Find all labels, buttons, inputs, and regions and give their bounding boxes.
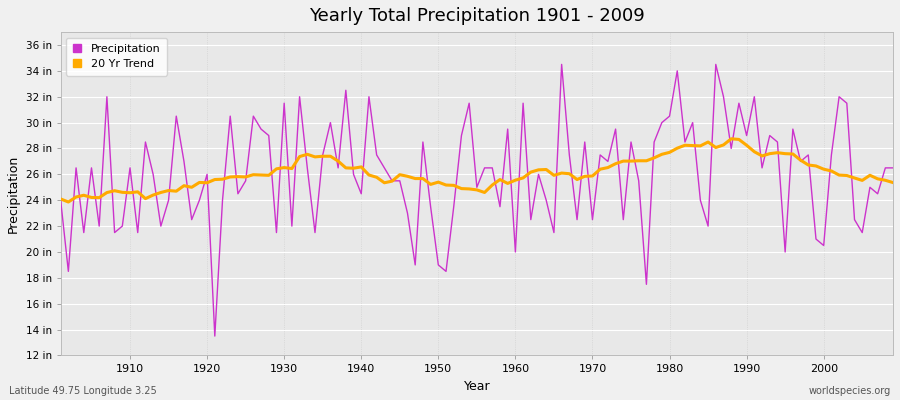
Title: Yearly Total Precipitation 1901 - 2009: Yearly Total Precipitation 1901 - 2009 xyxy=(309,7,644,25)
X-axis label: Year: Year xyxy=(464,380,490,393)
Text: Latitude 49.75 Longitude 3.25: Latitude 49.75 Longitude 3.25 xyxy=(9,386,157,396)
Y-axis label: Precipitation: Precipitation xyxy=(7,155,20,233)
Text: worldspecies.org: worldspecies.org xyxy=(809,386,891,396)
Legend: Precipitation, 20 Yr Trend: Precipitation, 20 Yr Trend xyxy=(67,38,167,76)
